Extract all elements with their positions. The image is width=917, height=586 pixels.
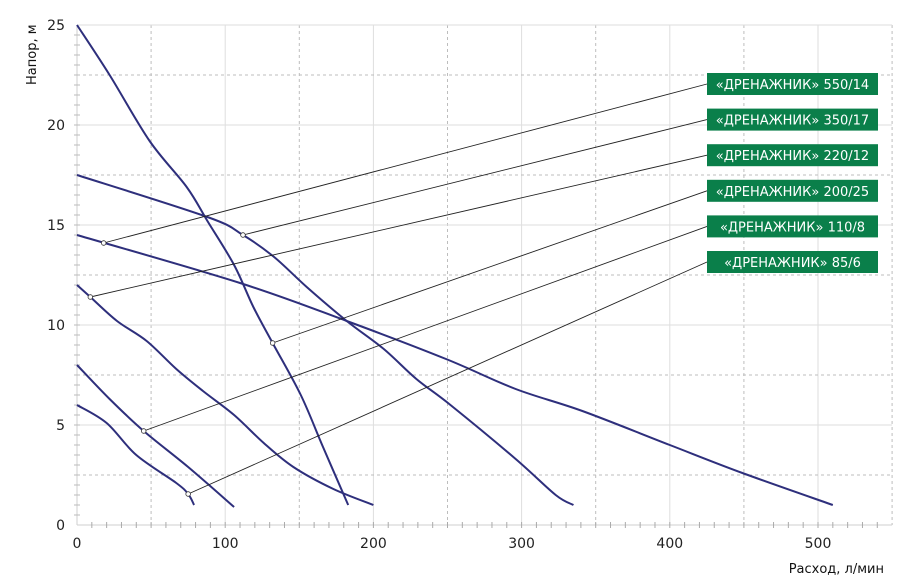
series-label: «ДРЕНАЖНИК» 350/17	[716, 114, 869, 129]
x-tick-label: 400	[656, 536, 683, 552]
series-label: «ДРЕНАЖНИК» 85/6	[724, 256, 861, 271]
y-tick-label: 10	[47, 318, 65, 334]
series-label-box	[707, 215, 878, 238]
x-tick-label: 300	[508, 536, 535, 552]
series-label: «ДРЕНАЖНИК» 110/8	[720, 220, 865, 235]
leader-line	[272, 190, 708, 344]
x-tick-label: 500	[805, 536, 832, 552]
y-tick-label: 5	[56, 418, 65, 434]
series-label-box	[707, 108, 878, 131]
leader-line	[143, 225, 708, 432]
curve-series	[76, 234, 834, 506]
leader-line	[90, 154, 708, 298]
curve-marker	[87, 294, 94, 300]
x-tick-label: 0	[73, 536, 82, 552]
curve-series	[76, 24, 350, 506]
curve-series	[76, 364, 235, 508]
curve-marker	[185, 491, 191, 497]
y-axis-label: Напор, м	[25, 24, 40, 85]
series-label: «ДРЕНАЖНИК» 220/12	[716, 149, 869, 164]
y-tick-label: 25	[47, 18, 65, 34]
series-label-box	[707, 144, 878, 167]
curve-series	[76, 284, 374, 506]
series-label-box	[707, 179, 878, 202]
leader-line	[187, 261, 708, 495]
leader-line	[103, 83, 708, 244]
curve-series	[76, 404, 195, 506]
x-tick-label: 200	[360, 536, 387, 552]
y-tick-label: 0	[56, 518, 65, 534]
curve-series	[76, 174, 574, 506]
series-label: «ДРЕНАЖНИК» 550/14	[716, 78, 869, 93]
y-tick-label: 20	[47, 118, 65, 134]
series-label-box	[707, 73, 878, 95]
y-tick-label: 15	[47, 218, 65, 234]
curve-marker	[100, 240, 107, 246]
series-label: «ДРЕНАЖНИК» 200/25	[716, 185, 869, 200]
x-tick-label: 100	[212, 536, 239, 552]
curve-marker	[269, 340, 276, 346]
x-axis-label: Расход, л/мин	[789, 562, 884, 577]
curve-marker	[240, 232, 246, 238]
curve-marker	[140, 428, 147, 434]
series-label-box	[707, 251, 878, 273]
leader-line	[242, 119, 708, 236]
